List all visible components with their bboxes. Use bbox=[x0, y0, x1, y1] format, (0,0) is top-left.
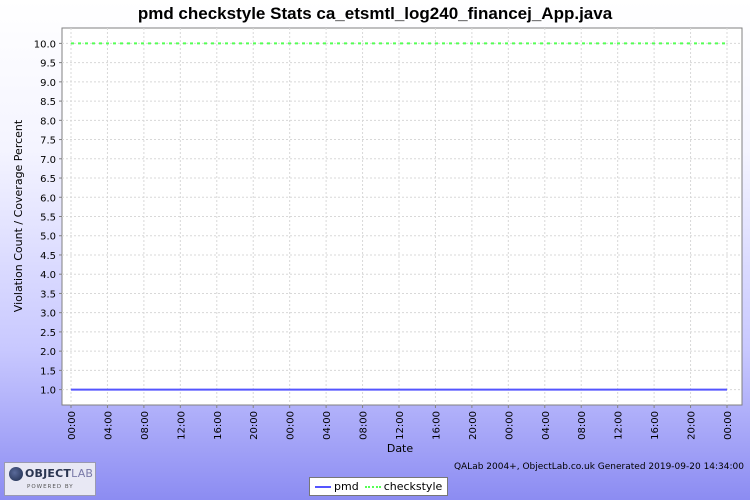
chart-title: pmd checkstyle Stats ca_etsmtl_log240_fi… bbox=[138, 4, 613, 23]
y-tick-label: 6.5 bbox=[40, 174, 56, 185]
logo-text: OBJECT bbox=[25, 467, 72, 480]
y-tick-label: 6.0 bbox=[40, 193, 56, 204]
objectlab-logo: OBJECTLAB POWERED BY bbox=[4, 462, 96, 496]
y-tick-label: 2.5 bbox=[40, 328, 56, 339]
y-tick-label: 8.5 bbox=[40, 97, 56, 108]
legend: pmd checkstyle bbox=[309, 477, 449, 496]
series-group bbox=[71, 42, 727, 391]
y-tick-label: 8.0 bbox=[40, 116, 56, 127]
x-tick-label: 08:00 bbox=[359, 411, 370, 440]
x-tick-label: 12:00 bbox=[614, 411, 625, 440]
x-tick-label: 12:00 bbox=[395, 411, 406, 440]
x-tick-label: 08:00 bbox=[577, 411, 588, 440]
x-tick-label: 04:00 bbox=[322, 411, 333, 440]
y-tick-label: 9.5 bbox=[40, 59, 56, 70]
y-tick-label: 7.5 bbox=[40, 136, 56, 147]
y-tick-label: 3.0 bbox=[40, 309, 56, 320]
legend-item-pmd: pmd bbox=[315, 480, 359, 493]
y-tick-label: 5.5 bbox=[40, 213, 56, 224]
x-tick-label: 00:00 bbox=[67, 411, 78, 440]
y-axis-label: Violation Count / Coverage Percent bbox=[12, 119, 25, 312]
legend-swatch-pmd bbox=[315, 485, 331, 488]
x-tick-label: 16:00 bbox=[213, 411, 224, 440]
x-tick-label: 20:00 bbox=[468, 411, 479, 440]
legend-item-checkstyle: checkstyle bbox=[364, 480, 443, 493]
x-tick-label: 00:00 bbox=[723, 411, 734, 440]
y-tick-label: 7.0 bbox=[40, 155, 56, 166]
x-tick-label: 20:00 bbox=[687, 411, 698, 440]
logo-circle-icon bbox=[9, 467, 23, 481]
logo-text-lab: LAB bbox=[71, 467, 94, 480]
y-tick-label: 10.0 bbox=[34, 39, 56, 50]
x-tick-label: 04:00 bbox=[541, 411, 552, 440]
y-tick-label: 4.0 bbox=[40, 270, 56, 281]
y-tick-label: 1.5 bbox=[40, 366, 56, 377]
legend-label-checkstyle: checkstyle bbox=[383, 480, 443, 493]
x-axis-label: Date bbox=[387, 442, 414, 455]
grid-lines bbox=[62, 28, 742, 405]
y-tick-label: 3.5 bbox=[40, 289, 56, 300]
x-tick-label: 16:00 bbox=[431, 411, 442, 440]
footer-credit: QALab 2004+, ObjectLab.co.uk Generated 2… bbox=[453, 462, 744, 472]
x-tick-label: 16:00 bbox=[650, 411, 661, 440]
x-tick-label: 04:00 bbox=[103, 411, 114, 440]
x-tick-label: 08:00 bbox=[140, 411, 151, 440]
x-axis: 00:00 04:00 08:00 12:00 16:00 20:00 00:00 04:00… bbox=[67, 405, 734, 440]
y-tick-label: 1.0 bbox=[40, 386, 56, 397]
logo-subtitle: POWERED BY bbox=[27, 484, 74, 490]
y-tick-label: 2.0 bbox=[40, 347, 56, 358]
x-tick-label: 20:00 bbox=[249, 411, 260, 440]
x-tick-label: 00:00 bbox=[286, 411, 297, 440]
y-tick-label: 5.0 bbox=[40, 232, 56, 243]
x-tick-label: 00:00 bbox=[504, 411, 515, 440]
y-tick-label: 4.5 bbox=[40, 251, 56, 262]
legend-label-pmd: pmd bbox=[334, 480, 359, 493]
legend-swatch-checkstyle bbox=[364, 485, 381, 488]
y-tick-label: 9.0 bbox=[40, 78, 56, 89]
y-axis: 1.0 1.5 2.0 2.5 3.0 3.5 4.0 4.5 5.0 5.5 6.0 6.5 7.0 7… bbox=[34, 39, 62, 397]
x-tick-label: 12:00 bbox=[176, 411, 187, 440]
